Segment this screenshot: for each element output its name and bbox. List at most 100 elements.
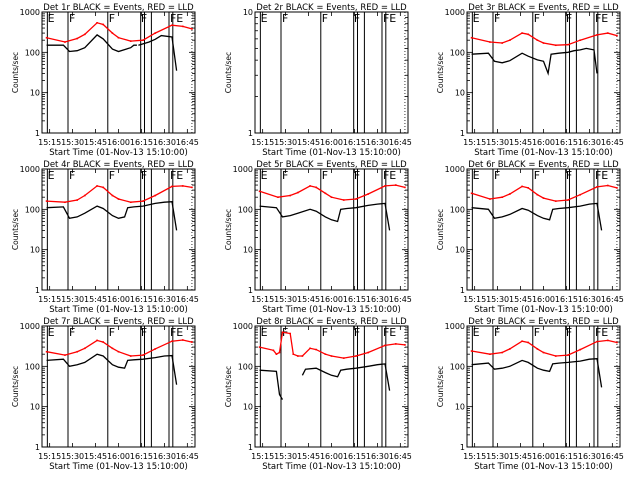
series-point <box>527 341 529 344</box>
series-point <box>171 185 173 188</box>
event-flag-label: F <box>69 12 75 25</box>
x-tick-label: 16:45 <box>389 138 412 147</box>
series-point <box>154 348 157 350</box>
series-point <box>501 196 503 198</box>
y-tick-label: 10 <box>243 246 253 255</box>
x-tick-label: 15:30 <box>61 295 84 304</box>
y-tick-label: 100 <box>238 205 253 214</box>
series-line-black <box>471 47 598 76</box>
series-point <box>171 24 173 27</box>
y-tick-label: 1 <box>35 129 40 138</box>
series-point <box>616 187 618 189</box>
series-point <box>527 33 529 36</box>
series-point <box>489 41 491 43</box>
series-line-red <box>46 185 193 203</box>
x-tick-label: 16:45 <box>389 452 412 461</box>
x-tick-label: 16:00 <box>320 452 343 461</box>
y-axis-label: Counts/sec <box>11 209 20 250</box>
x-tick-label: 15:45 <box>297 452 320 461</box>
event-flag-label: F <box>354 12 360 25</box>
y-tick-label: 10 <box>30 246 40 255</box>
event-flag-label: F <box>109 326 115 339</box>
series-point <box>129 355 132 357</box>
x-tick-label: 15:30 <box>274 452 297 461</box>
panel-title: Det 4r BLACK = Events, RED = LLD <box>43 160 194 170</box>
series-point <box>579 39 582 41</box>
x-tick-label: 16:45 <box>389 295 412 304</box>
series-point <box>542 197 545 199</box>
series-point <box>278 351 281 354</box>
series-point <box>404 186 406 189</box>
y-tick-label: 1000 <box>445 165 465 174</box>
series-point <box>129 201 132 204</box>
y-tick-label: 1 <box>35 443 40 452</box>
series-point <box>527 187 529 189</box>
x-axis-label: Start Time (01-Nov-13 15:10:00) <box>262 148 401 158</box>
x-tick-label: 16:00 <box>107 295 130 304</box>
y-tick-label: 1 <box>248 286 253 295</box>
series-point <box>301 355 304 357</box>
event-flag-label: F <box>69 326 75 339</box>
x-tick-label: 15:15 <box>38 295 61 304</box>
event-flag-label: F <box>322 12 328 25</box>
x-tick-label: 15:30 <box>486 295 509 304</box>
series-point <box>281 331 284 334</box>
x-tick-label: 15:30 <box>274 295 297 304</box>
x-tick-label: 15:45 <box>509 452 532 461</box>
y-tick-label: 10 <box>243 403 253 412</box>
x-tick-label: 16:30 <box>366 138 389 147</box>
y-tick-label: 1 <box>460 443 465 452</box>
event-flag-label: F <box>494 169 500 182</box>
y-tick-label: 10 <box>455 246 465 255</box>
detector-panel-3: Det 3r BLACK = Events, RED = LLD 1 10 100 10… <box>436 3 624 158</box>
x-tick-label: 16:15 <box>343 138 366 147</box>
detector-panel-9: Det 9r BLACK = Events, RED = LLD 1 10 100 10… <box>436 317 624 472</box>
y-tick-label: 1000 <box>20 165 40 174</box>
series-point <box>292 353 295 355</box>
x-axis-label: Start Time (01-Nov-13 15:10:00) <box>474 148 613 158</box>
x-tick-label: 15:30 <box>61 452 84 461</box>
x-tick-label: 16:00 <box>532 295 555 304</box>
plot-frame <box>254 11 409 134</box>
y-tick-label: 100 <box>450 48 465 57</box>
x-tick-label: 15:15 <box>38 138 61 147</box>
series-point <box>521 340 523 342</box>
event-flag-label: F <box>494 326 500 339</box>
plot-frame <box>466 325 621 448</box>
event-flag-label: F <box>322 326 328 339</box>
series-point <box>404 344 406 346</box>
detector-panel-8: Det 8r BLACK = Events, RED = LLD 1 10 100 10… <box>224 317 412 472</box>
x-axis-label: Start Time (01-Nov-13 15:10:00) <box>262 305 401 315</box>
series-point <box>330 196 333 198</box>
series-point <box>330 355 333 357</box>
series-point <box>367 351 370 354</box>
y-axis-label: Counts/sec <box>224 52 233 93</box>
x-tick-label: 16:45 <box>601 452 624 461</box>
series-point <box>470 192 473 195</box>
event-flag-label: E <box>48 169 55 182</box>
y-tick-label: 1000 <box>233 322 253 331</box>
x-tick-label: 15:30 <box>486 452 509 461</box>
y-tick-label: 1 <box>248 129 253 138</box>
x-tick-label: 16:45 <box>601 295 624 304</box>
series-point <box>567 354 569 356</box>
event-flag-label: E <box>473 12 480 25</box>
series-point <box>181 185 184 187</box>
series-point <box>111 194 114 197</box>
y-tick-label: 100 <box>25 48 40 57</box>
series-point <box>554 200 557 202</box>
x-tick-label: 15:15 <box>251 295 274 304</box>
series-point <box>596 186 598 188</box>
x-tick-label: 16:30 <box>153 295 176 304</box>
x-tick-label: 15:15 <box>251 452 274 461</box>
series-point <box>191 28 193 30</box>
event-flag-label: F <box>141 169 147 182</box>
y-tick-label: 1000 <box>20 322 40 331</box>
series-point <box>501 351 503 354</box>
series-point <box>154 194 157 197</box>
y-tick-label: 1000 <box>445 322 465 331</box>
y-axis-label: Counts/sec <box>11 366 20 407</box>
x-tick-label: 15:15 <box>463 295 486 304</box>
plot-frame <box>41 11 196 134</box>
event-flag-label: FE <box>383 169 396 182</box>
